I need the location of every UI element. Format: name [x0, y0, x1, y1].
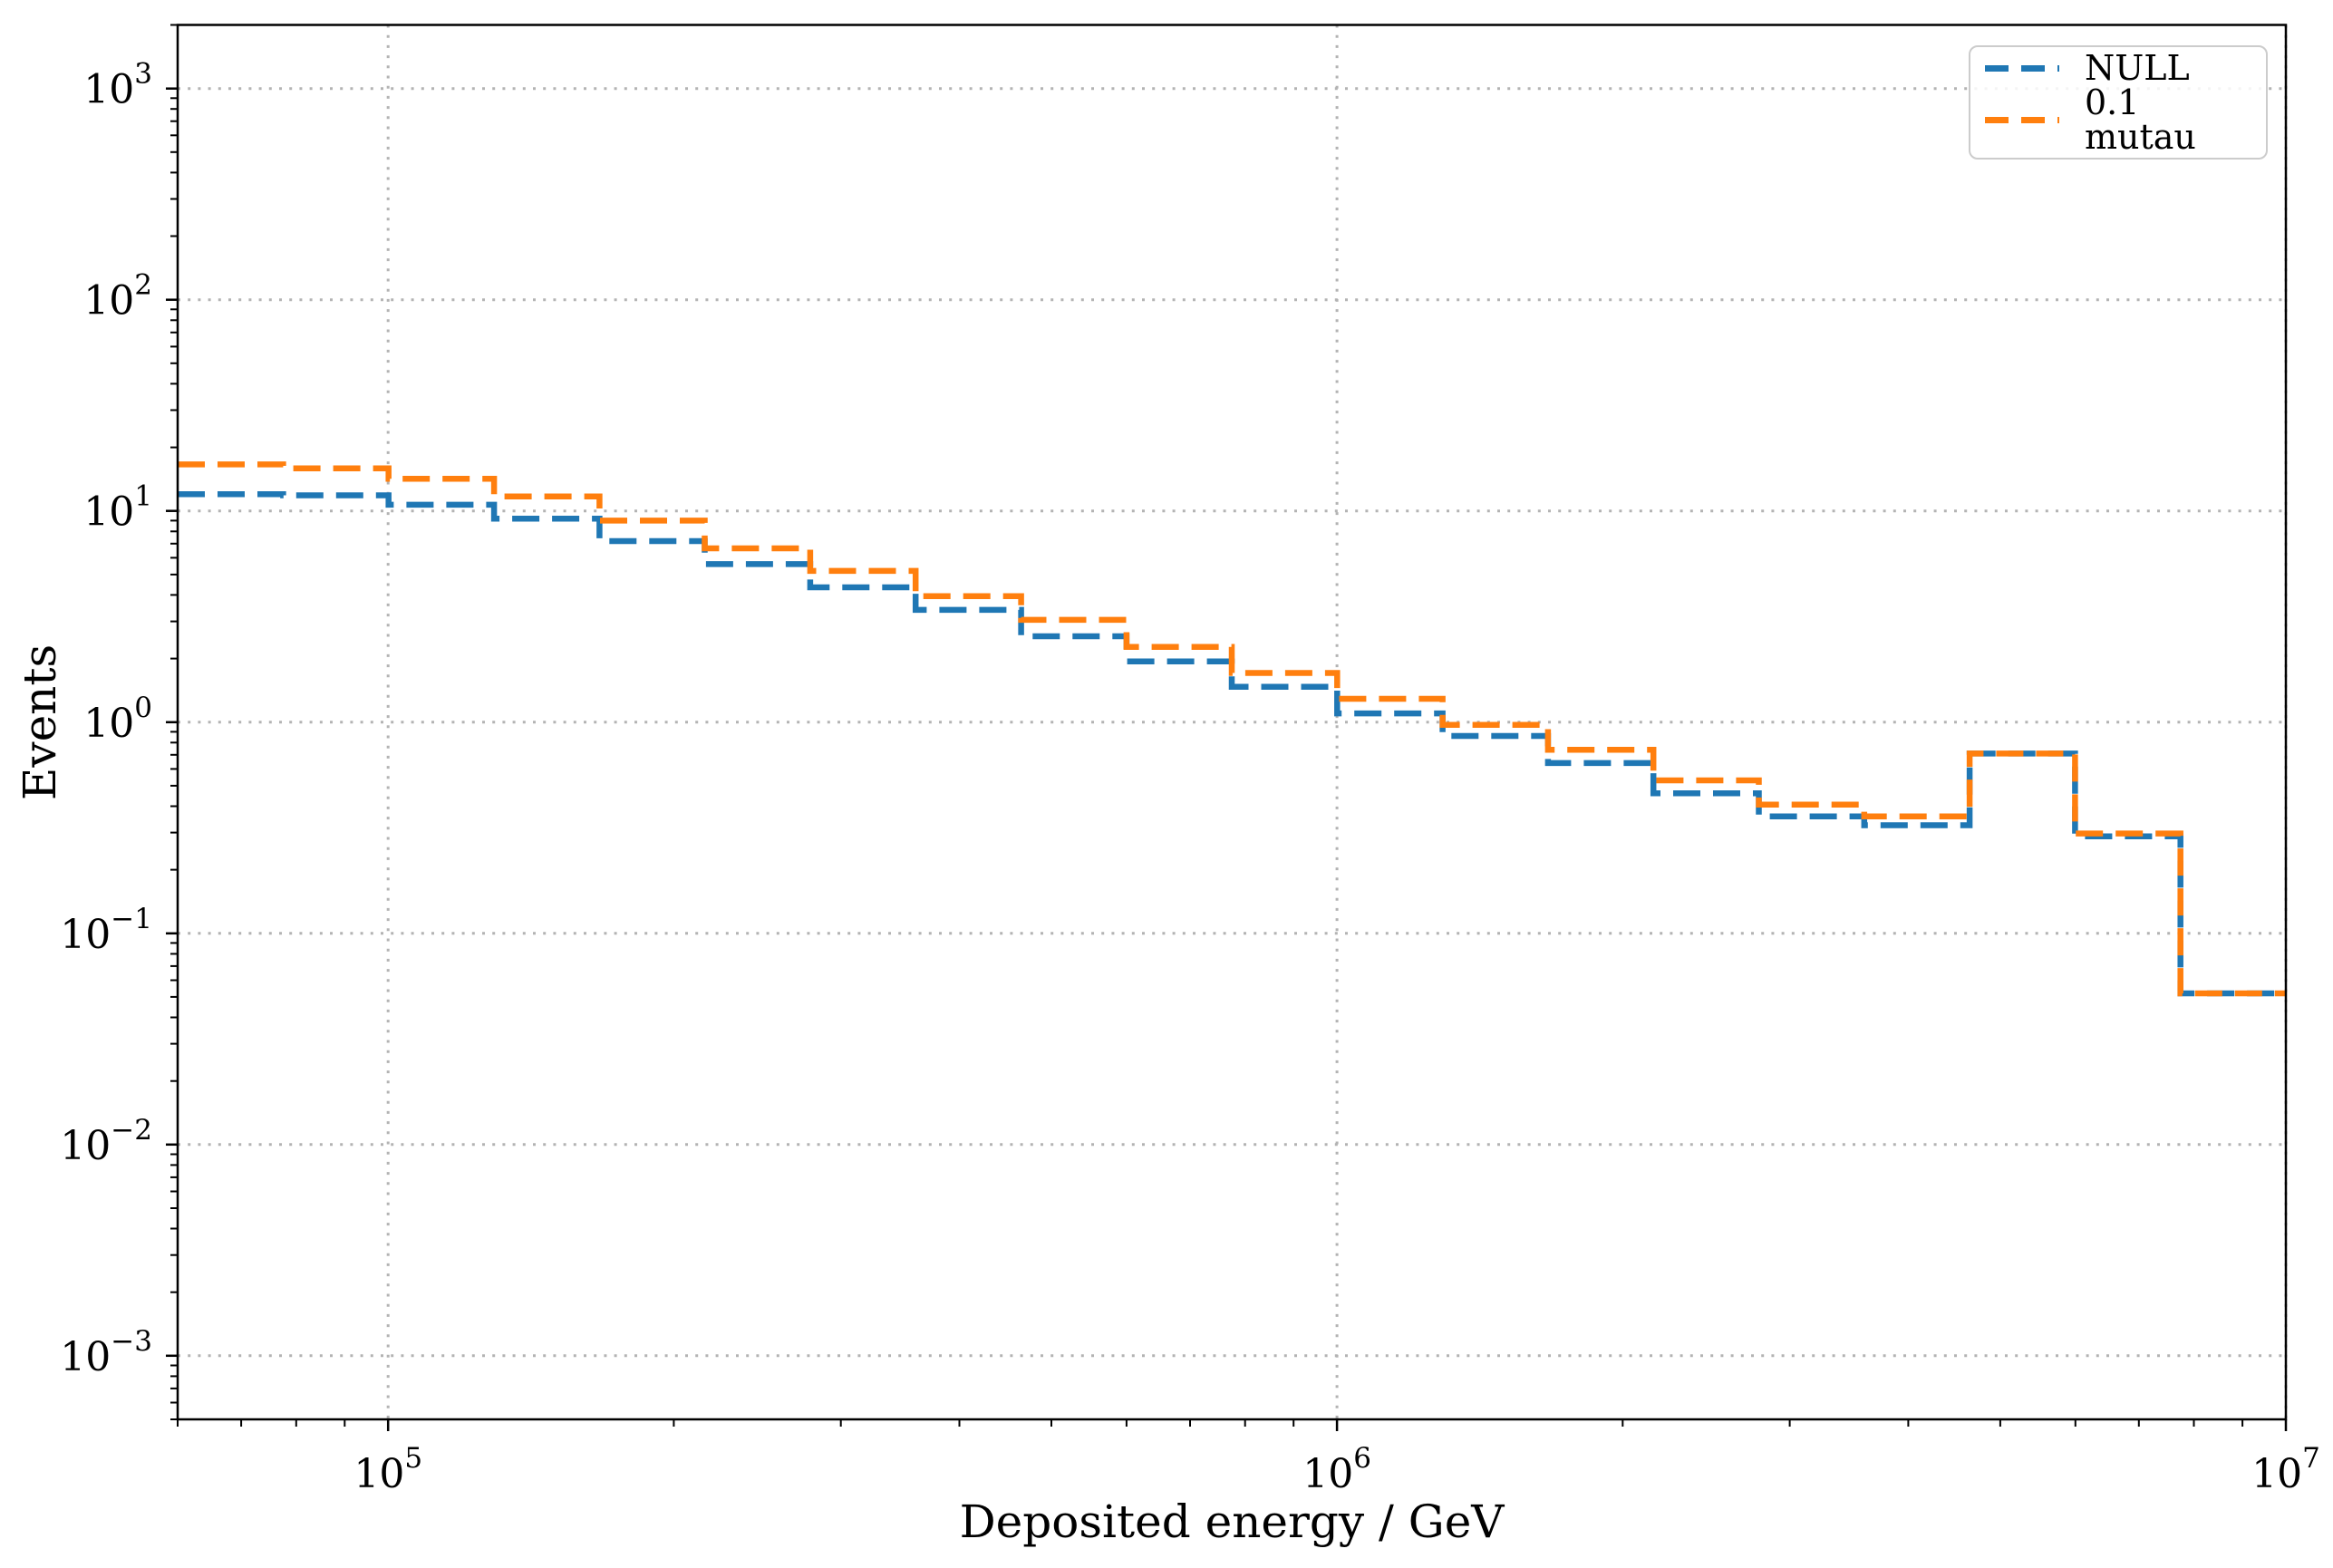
null-dashed-line-sample-icon [1985, 64, 2059, 72]
gridlines [178, 24, 2288, 1419]
y-tick-label-10e-2: 10−2 [60, 1114, 152, 1169]
legend-label-mutau: 0.1 mutau [2085, 82, 2196, 157]
y-tick-label-10e-1: 10−1 [60, 903, 152, 958]
legend-item-mutau: 0.1 mutau [1985, 85, 2251, 154]
legend-item-null: NULL [1985, 51, 2251, 85]
x-tick-label-10e7: 107 [2251, 1442, 2320, 1497]
y-tick-label-10e1: 101 [83, 480, 152, 536]
x-tick-label-10e5: 105 [353, 1442, 422, 1497]
y-tick-label-10e3: 103 [83, 58, 152, 113]
mutau-dashed-line-sample-icon [1985, 116, 2059, 123]
legend-label-null: NULL [2085, 48, 2190, 88]
y-tick-label-10e-3: 10−3 [60, 1325, 152, 1380]
tick-labels: 105 106 107 10−3 10−2 10−1 100 101 102 103 [60, 58, 2320, 1497]
series-line-null [178, 491, 2286, 997]
data-series [178, 461, 2286, 997]
y-tick-label-10e0: 100 [83, 692, 152, 747]
axis-ticks [166, 24, 2288, 1431]
x-tick-label-10e6: 106 [1302, 1442, 1371, 1497]
y-tick-label-10e2: 102 [83, 269, 152, 324]
series-line-0-1-mutau [178, 461, 2286, 997]
x-axis-label: Deposited energy / GeV [959, 1495, 1505, 1548]
y-axis-label: Events [14, 644, 66, 801]
legend: NULL 0.1 mutau [1969, 45, 2268, 160]
